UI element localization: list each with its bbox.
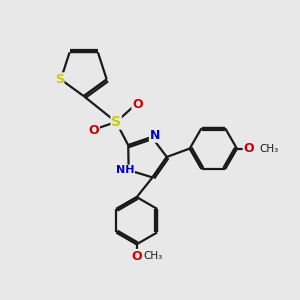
Text: CH₃: CH₃ [260, 143, 279, 154]
Text: CH₃: CH₃ [143, 251, 163, 261]
Text: O: O [131, 250, 142, 262]
Text: O: O [132, 98, 143, 111]
Text: NH: NH [116, 165, 134, 175]
Text: N: N [149, 129, 160, 142]
Text: O: O [89, 124, 99, 137]
Text: S: S [111, 115, 121, 129]
Text: S: S [55, 73, 64, 86]
Text: O: O [243, 142, 254, 155]
